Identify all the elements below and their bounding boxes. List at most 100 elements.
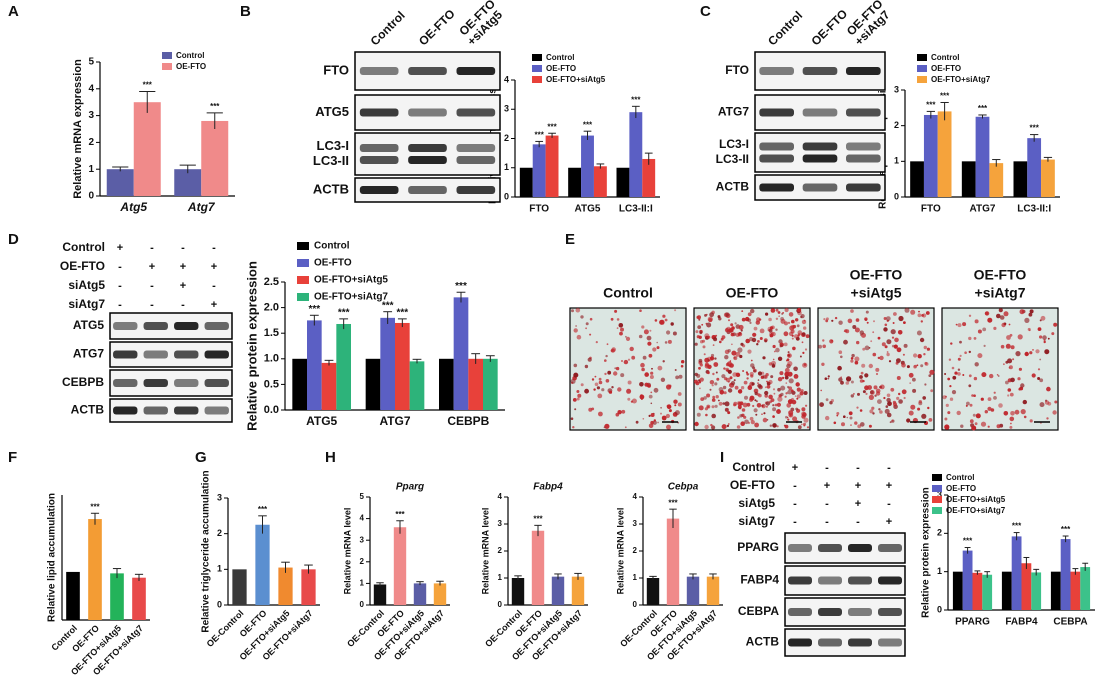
treatment-mark: + <box>211 299 217 311</box>
treatment-mark: - <box>793 516 797 528</box>
lipid-droplet <box>653 387 659 393</box>
lipid-droplet <box>698 380 702 384</box>
lipid-droplet <box>678 374 683 379</box>
lipid-droplet <box>660 406 662 409</box>
treatment-label: Control <box>62 240 105 254</box>
panel-letter: C <box>700 3 711 20</box>
lipid-droplet <box>866 321 869 324</box>
lipid-droplet <box>987 317 993 323</box>
lipid-droplet <box>854 327 860 333</box>
lipid-droplet <box>924 383 927 386</box>
lipid-droplet <box>722 402 726 405</box>
blot-band <box>818 544 842 552</box>
lipid-droplet <box>917 354 922 359</box>
lipid-droplet <box>654 319 658 322</box>
lipid-droplet <box>718 399 720 402</box>
lipid-droplet <box>917 313 922 318</box>
y-tick-label: 1 <box>894 156 899 166</box>
lipid-droplet <box>757 379 760 381</box>
lipid-droplet <box>723 391 727 395</box>
lipid-droplet <box>734 322 737 325</box>
blot-band <box>802 67 838 75</box>
lipid-droplet <box>775 308 779 312</box>
treatment-mark: - <box>150 242 154 254</box>
lipid-droplet <box>1009 425 1013 429</box>
legend-swatch <box>932 474 942 481</box>
lipid-droplet <box>1039 335 1043 339</box>
bar <box>321 362 337 410</box>
bar <box>1080 567 1091 610</box>
significance: *** <box>631 95 641 104</box>
bar <box>616 167 630 197</box>
legend-label: OE-FTO <box>546 64 576 73</box>
lipid-droplet <box>751 382 755 386</box>
lipid-droplet <box>702 345 706 349</box>
lipid-droplet <box>712 344 715 346</box>
lipid-droplet <box>1018 367 1023 371</box>
lipid-droplet <box>787 351 790 354</box>
y-tick-label: 0 <box>937 604 942 614</box>
lipid-droplet <box>596 386 601 390</box>
lipid-droplet <box>625 336 631 341</box>
blot-band <box>788 544 812 552</box>
blot-row-label: FTO <box>323 62 349 77</box>
y-tick-label: 1 <box>633 573 638 582</box>
lipid-droplet <box>729 376 733 380</box>
lipid-droplet <box>983 344 986 347</box>
lipid-droplet <box>1029 419 1033 423</box>
lipid-droplet <box>957 368 961 371</box>
bar <box>255 524 270 605</box>
panel-letter: A <box>8 3 19 20</box>
y-axis-label: Relative protein expression <box>921 487 932 618</box>
lipid-droplet <box>886 393 891 398</box>
blot-band <box>143 322 168 330</box>
lipid-droplet <box>741 317 746 322</box>
lipid-droplet <box>597 393 603 399</box>
lipid-droplet <box>729 383 732 386</box>
lipid-droplet <box>591 378 595 381</box>
y-tick-label: 5 <box>360 492 365 501</box>
bar <box>278 567 293 605</box>
lipid-droplet <box>646 383 649 386</box>
treatment-label: siAtg7 <box>68 297 105 311</box>
lipid-droplet <box>699 331 703 335</box>
lipid-droplet <box>836 412 840 415</box>
lipid-droplet <box>1007 358 1013 364</box>
treatment-mark: - <box>150 280 154 292</box>
lipid-droplet <box>664 341 668 344</box>
lipid-droplet <box>982 327 987 332</box>
lipid-droplet <box>727 369 732 374</box>
lipid-droplet <box>704 424 709 430</box>
lipid-droplet <box>927 406 930 410</box>
lipid-droplet <box>711 384 714 387</box>
lipid-droplet <box>999 315 1005 320</box>
lipid-droplet <box>1037 368 1041 371</box>
lipid-droplet <box>764 375 768 379</box>
lipid-droplet <box>631 355 636 360</box>
lipid-droplet <box>611 386 614 389</box>
blot-band <box>408 67 447 75</box>
lipid-droplet <box>965 404 968 407</box>
y-tick-label: 2.5 <box>264 276 279 288</box>
lipid-droplet <box>744 395 748 400</box>
lipid-droplet <box>989 373 994 379</box>
bar <box>1050 571 1061 610</box>
lipid-droplet <box>901 363 906 368</box>
y-tick-label: 2 <box>937 528 942 538</box>
bar <box>307 320 322 410</box>
bar <box>962 550 973 610</box>
lipid-droplet <box>721 374 726 379</box>
lipid-droplet <box>793 366 798 372</box>
lipid-droplet <box>786 403 791 408</box>
lipid-droplet <box>770 375 774 379</box>
x-tick-label: PPARG <box>955 617 990 628</box>
lipid-droplet <box>706 322 712 328</box>
legend-label: OE-FTO <box>176 62 206 71</box>
lipid-droplet <box>800 314 805 319</box>
lipid-droplet <box>576 334 582 340</box>
lipid-droplet <box>802 351 805 354</box>
legend-label: Control <box>931 53 959 62</box>
lipid-droplet <box>675 375 679 380</box>
lipid-droplet <box>769 331 774 337</box>
lipid-droplet <box>886 351 889 353</box>
